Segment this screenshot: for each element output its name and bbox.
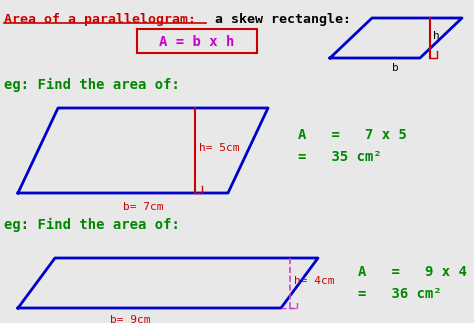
Text: h: h — [433, 31, 440, 41]
Text: b= 7cm: b= 7cm — [123, 202, 163, 212]
FancyBboxPatch shape — [137, 29, 257, 53]
Text: Area of a parallelogram:: Area of a parallelogram: — [4, 13, 196, 26]
Text: eg: Find the area of:: eg: Find the area of: — [4, 218, 180, 232]
Text: h= 4cm: h= 4cm — [294, 276, 335, 286]
Text: A   =   9 x 4: A = 9 x 4 — [358, 265, 467, 279]
Text: a skew rectangle:: a skew rectangle: — [207, 13, 351, 26]
Text: A   =   7 x 5: A = 7 x 5 — [298, 128, 407, 142]
Text: =   36 cm²: = 36 cm² — [358, 287, 442, 301]
Text: A = b x h: A = b x h — [159, 35, 235, 49]
Text: =   35 cm²: = 35 cm² — [298, 150, 382, 164]
Text: eg: Find the area of:: eg: Find the area of: — [4, 78, 180, 92]
Text: h= 5cm: h= 5cm — [199, 143, 239, 153]
Text: b: b — [392, 63, 398, 73]
Text: b= 9cm: b= 9cm — [110, 315, 150, 323]
